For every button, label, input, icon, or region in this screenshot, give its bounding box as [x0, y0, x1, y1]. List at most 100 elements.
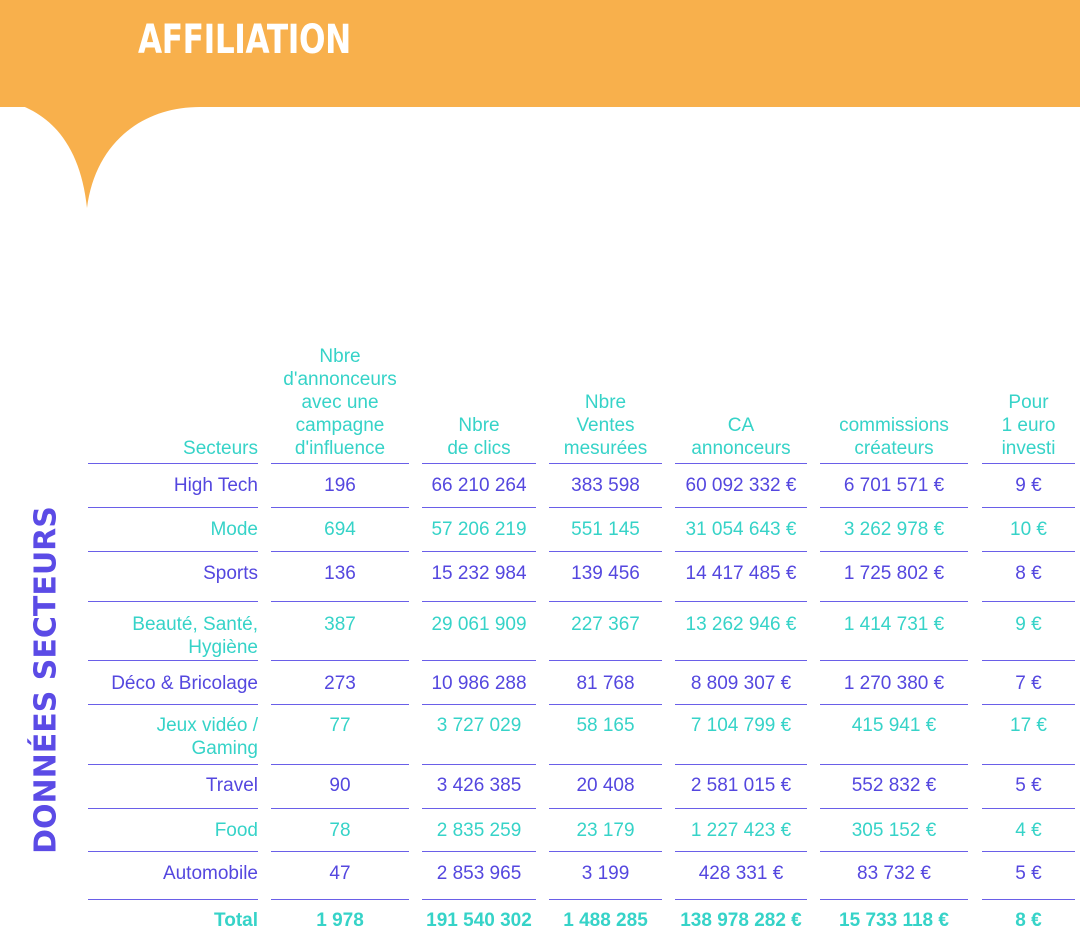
value-cell: 552 832 € [820, 774, 968, 797]
value-cell: 9 € [982, 474, 1075, 497]
value-cell: 3 199 [549, 862, 662, 885]
cell-line: 305 152 € [851, 820, 937, 841]
cell-line: 383 598 [571, 475, 640, 496]
sector-cell: Travel [88, 774, 258, 797]
header-bar [0, 0, 1080, 107]
column-header-line: avec une [301, 392, 379, 413]
row-separator [982, 764, 1075, 765]
header-curve-decoration [0, 100, 200, 208]
value-cell: 31 054 643 € [675, 518, 807, 541]
cell-line: 136 [324, 563, 356, 584]
value-cell: 10 986 288 [422, 672, 536, 695]
row-separator [549, 704, 662, 705]
row-separator [982, 507, 1075, 508]
row-separator [549, 601, 662, 602]
row-separator [820, 551, 968, 552]
cell-line: 29 061 909 [431, 614, 527, 635]
value-cell: 14 417 485 € [675, 562, 807, 585]
cell-line: 2 581 015 € [690, 775, 792, 796]
value-cell: 1 227 423 € [675, 819, 807, 842]
cell-line: 273 [324, 673, 356, 694]
column-header-line: mesurées [563, 438, 648, 459]
value-cell: 57 206 219 [422, 518, 536, 541]
value-cell: 8 809 307 € [675, 672, 807, 695]
value-cell: 58 165 [549, 714, 662, 737]
column-header-5: commissions créateurs [820, 414, 968, 460]
row-separator [549, 764, 662, 765]
cell-line: Déco & Bricolage [111, 673, 258, 694]
value-cell: 13 262 946 € [675, 613, 807, 636]
row-separator [675, 764, 807, 765]
cell-line: 10 986 288 [431, 673, 527, 694]
cell-line: 77 [329, 715, 351, 736]
cell-line: 90 [329, 775, 351, 796]
cell-line: 78 [329, 820, 351, 841]
row-separator [675, 704, 807, 705]
cell-line: 1 488 285 [563, 910, 648, 931]
value-cell: 77 [271, 714, 409, 737]
value-cell: 2 853 965 [422, 862, 536, 885]
row-separator [549, 660, 662, 661]
row-separator [820, 660, 968, 661]
sector-cell: Total [88, 909, 258, 932]
column-header-line: campagne [295, 415, 385, 436]
cell-line: 9 € [1015, 614, 1042, 635]
cell-line: 66 210 264 [431, 475, 527, 496]
row-separator [982, 660, 1075, 661]
row-separator [271, 601, 409, 602]
cell-line: 1 725 802 € [843, 563, 945, 584]
row-separator [982, 808, 1075, 809]
row-separator [549, 808, 662, 809]
column-header-2: Nbre de clics [422, 414, 536, 460]
value-cell: 227 367 [549, 613, 662, 636]
cell-line: 1 978 [316, 910, 364, 931]
value-cell: 136 [271, 562, 409, 585]
sector-cell: Mode [88, 518, 258, 541]
value-cell: 9 € [982, 613, 1075, 636]
value-cell: 694 [271, 518, 409, 541]
row-separator [271, 764, 409, 765]
value-cell: 305 152 € [820, 819, 968, 842]
row-separator [271, 463, 409, 464]
sector-cell: Beauté, Santé, Hygiène [88, 613, 258, 659]
sector-cell: Jeux vidéo / Gaming [88, 714, 258, 760]
cell-line: 227 367 [571, 614, 640, 635]
cell-line: 694 [324, 519, 356, 540]
row-separator [271, 551, 409, 552]
row-separator [549, 551, 662, 552]
cell-line: 387 [324, 614, 356, 635]
value-cell: 15 232 984 [422, 562, 536, 585]
cell-line: Automobile [162, 863, 258, 884]
cell-line: 81 768 [576, 673, 635, 694]
value-cell: 7 € [982, 672, 1075, 695]
cell-line: 31 054 643 € [685, 519, 797, 540]
column-header-line: Nbre [319, 346, 361, 367]
row-separator [982, 551, 1075, 552]
cell-line: Jeux vidéo / [156, 715, 258, 736]
cell-line: 58 165 [576, 715, 635, 736]
row-separator [820, 601, 968, 602]
cell-line: 83 732 € [857, 863, 931, 884]
cell-line: 6 701 571 € [843, 475, 945, 496]
value-cell: 3 262 978 € [820, 518, 968, 541]
row-separator [271, 704, 409, 705]
cell-line: 139 456 [571, 563, 640, 584]
row-separator [88, 507, 258, 508]
cell-line: 551 145 [571, 519, 640, 540]
sector-cell: Déco & Bricolage [88, 672, 258, 695]
value-cell: 551 145 [549, 518, 662, 541]
value-cell: 2 835 259 [422, 819, 536, 842]
row-separator [88, 463, 258, 464]
row-separator [820, 463, 968, 464]
row-separator [675, 899, 807, 900]
column-header-line: de clics [447, 438, 511, 459]
row-separator [88, 601, 258, 602]
value-cell: 60 092 332 € [675, 474, 807, 497]
cell-line: 47 [329, 863, 351, 884]
row-separator [422, 660, 536, 661]
cell-line: 3 262 978 € [843, 519, 945, 540]
cell-line: 196 [324, 475, 356, 496]
row-separator [422, 764, 536, 765]
cell-line: 3 199 [581, 863, 630, 884]
column-header-3: Nbre Ventes mesurées [549, 391, 662, 460]
